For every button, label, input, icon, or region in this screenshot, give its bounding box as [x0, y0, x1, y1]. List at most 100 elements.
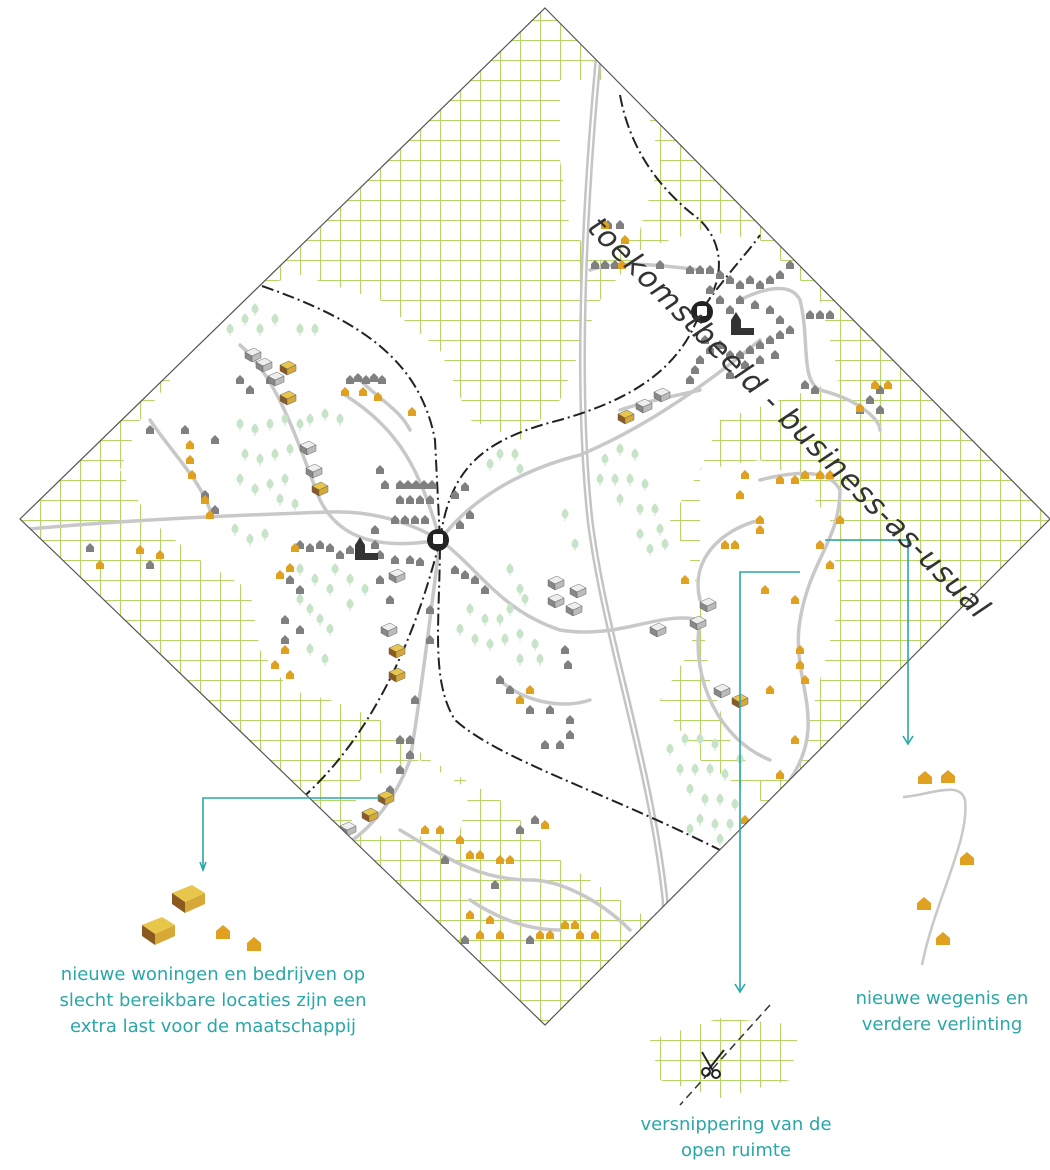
tree-icon: [251, 483, 259, 496]
house-icon: [466, 850, 474, 859]
house-icon: [286, 575, 294, 584]
house-icon: [461, 570, 469, 579]
scissors-icon: [701, 1049, 725, 1079]
house-icon: [616, 220, 624, 229]
house-icon: [776, 315, 784, 324]
house-icon: [201, 490, 209, 499]
tree-icon: [226, 323, 234, 336]
house-icon: [776, 770, 784, 779]
tree-icon: [511, 448, 519, 461]
house-icon: [406, 555, 414, 564]
house-icon: [378, 375, 386, 384]
house-icon: [716, 295, 724, 304]
callout-lines: [199, 539, 914, 994]
house-icon: [436, 825, 444, 834]
house-icon: [591, 930, 599, 939]
built-area-center: [420, 460, 660, 760]
tree-icon: [686, 783, 694, 796]
house-icon: [396, 480, 404, 489]
house-icon: [456, 520, 464, 529]
business-icon: [299, 440, 317, 456]
tree-icon: [326, 623, 334, 636]
business-icon: [388, 667, 406, 683]
tree-icon: [296, 323, 304, 336]
tree-icon: [711, 818, 719, 831]
tree-icon: [506, 563, 514, 576]
house-icon: [411, 515, 419, 524]
house-icon: [771, 350, 779, 359]
house-icon: [428, 480, 436, 489]
house-icon: [806, 310, 814, 319]
station-icon: [427, 301, 713, 551]
house-icon: [721, 540, 729, 549]
house-icon: [416, 557, 424, 566]
tree-icon: [641, 478, 649, 491]
house-icon: [391, 515, 399, 524]
tree-icon: [601, 453, 609, 466]
legend-new-roads: [902, 770, 974, 966]
house-icon: [776, 270, 784, 279]
house-icon: [421, 515, 429, 524]
tree-icon: [696, 813, 704, 826]
tree-icon: [296, 563, 304, 576]
house-icon: [546, 705, 554, 714]
tree-icon: [711, 738, 719, 751]
tree-icon: [616, 443, 624, 456]
house-icon: [566, 730, 574, 739]
house-icon: [791, 735, 799, 744]
tree-icon: [481, 613, 489, 626]
business-icon: [311, 481, 329, 497]
house-icon: [526, 685, 534, 694]
tree-icon: [706, 763, 714, 776]
business-icon: [388, 643, 406, 659]
business-icon: [388, 568, 406, 584]
business-icon: [713, 683, 731, 699]
house-icon: [362, 375, 370, 384]
house-icon: [408, 407, 416, 416]
tree-icon: [666, 743, 674, 756]
house-icon: [791, 475, 799, 484]
house-icon: [741, 360, 749, 369]
house-icon: [186, 455, 194, 464]
house-icon: [960, 852, 974, 865]
tree-icon: [506, 603, 514, 616]
house-icon: [186, 440, 194, 449]
tree-icon: [276, 493, 284, 506]
house-icon: [461, 482, 469, 491]
house-icon: [766, 685, 774, 694]
house-icon: [471, 575, 479, 584]
house-icon: [756, 515, 764, 524]
tree-icon: [616, 493, 624, 506]
house-icon: [466, 510, 474, 519]
house-icon: [276, 570, 284, 579]
business-icon: [267, 371, 285, 387]
house-icon: [726, 275, 734, 284]
tree-icon: [531, 638, 539, 651]
house-icon: [466, 910, 474, 919]
house-icon: [556, 740, 564, 749]
house-icon: [451, 490, 459, 499]
house-icon: [876, 405, 884, 414]
house-icon: [354, 373, 362, 382]
house-icon: [731, 540, 739, 549]
tree-icon: [281, 473, 289, 486]
tree-icon: [496, 448, 504, 461]
tree-icon: [306, 603, 314, 616]
house-icon: [756, 340, 764, 349]
caption-new-roads: nieuwe wegenis en verdere verlinting: [855, 988, 1029, 1035]
tree-icon: [251, 303, 259, 316]
tree-icon: [651, 503, 659, 516]
house-icon: [746, 275, 754, 284]
house-icon: [826, 310, 834, 319]
house-icon: [526, 705, 534, 714]
house-icon: [816, 310, 824, 319]
tree-icon: [716, 793, 724, 806]
house-icon: [516, 825, 524, 834]
house-icon: [561, 920, 569, 929]
tree-icon: [731, 798, 739, 811]
house-icon: [601, 220, 609, 229]
tree-icon: [646, 543, 654, 556]
tree-icon: [241, 313, 249, 326]
house-icon: [736, 490, 744, 499]
tree-icon: [336, 413, 344, 426]
